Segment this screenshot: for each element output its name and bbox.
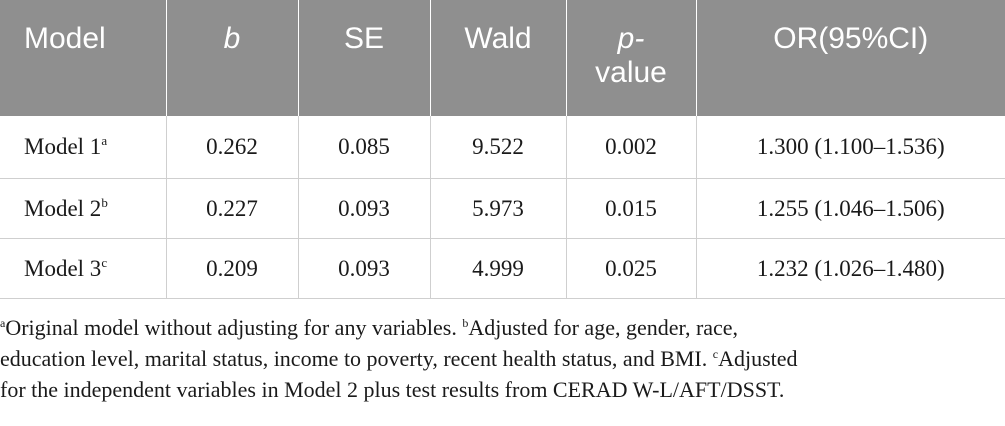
- header-wald: Wald: [429, 0, 566, 116]
- cell-b: 0.262: [165, 116, 298, 179]
- header-model: Model: [0, 0, 166, 116]
- regression-table: Model b SE Wald p-value OR(95%CI) Model …: [0, 0, 1005, 299]
- header-p-line2: value: [595, 56, 667, 89]
- header-se: SE: [297, 0, 430, 116]
- cell-model: Model 2b: [0, 178, 166, 239]
- cell-or: 1.300 (1.100–1.536): [695, 116, 1005, 179]
- cell-model: Model 1a: [0, 116, 166, 179]
- cell-wald: 4.999: [429, 238, 566, 299]
- cell-b: 0.209: [165, 238, 298, 299]
- table-row: Model 3c 0.209 0.093 4.999 0.025 1.232 (…: [0, 238, 1005, 299]
- header-or: OR(95%CI): [695, 0, 1005, 116]
- header-row: Model b SE Wald p-value OR(95%CI): [0, 0, 1005, 116]
- cell-p: 0.025: [565, 238, 696, 299]
- cell-model: Model 3c: [0, 238, 166, 299]
- cell-se: 0.093: [297, 178, 430, 239]
- header-p-line1: p-: [617, 22, 645, 55]
- cell-se: 0.085: [297, 116, 430, 179]
- footnote-line-3: for the independent variables in Model 2…: [0, 377, 785, 402]
- footnote-line-2: education level, marital status, income …: [0, 346, 798, 371]
- header-b: b: [165, 0, 298, 116]
- cell-p: 0.002: [565, 116, 696, 179]
- cell-or: 1.255 (1.046–1.506): [695, 178, 1005, 239]
- cell-wald: 9.522: [429, 116, 566, 179]
- cell-or: 1.232 (1.026–1.480): [695, 238, 1005, 299]
- header-p-value: p-value: [565, 0, 696, 116]
- table-row: Model 1a 0.262 0.085 9.522 0.002 1.300 (…: [0, 116, 1005, 179]
- table-row: Model 2b 0.227 0.093 5.973 0.015 1.255 (…: [0, 178, 1005, 239]
- footnote-line-1: aOriginal model without adjusting for an…: [0, 315, 739, 340]
- cell-p: 0.015: [565, 178, 696, 239]
- cell-se: 0.093: [297, 238, 430, 299]
- cell-wald: 5.973: [429, 178, 566, 239]
- cell-b: 0.227: [165, 178, 298, 239]
- table-footnotes: aOriginal model without adjusting for an…: [0, 312, 1000, 405]
